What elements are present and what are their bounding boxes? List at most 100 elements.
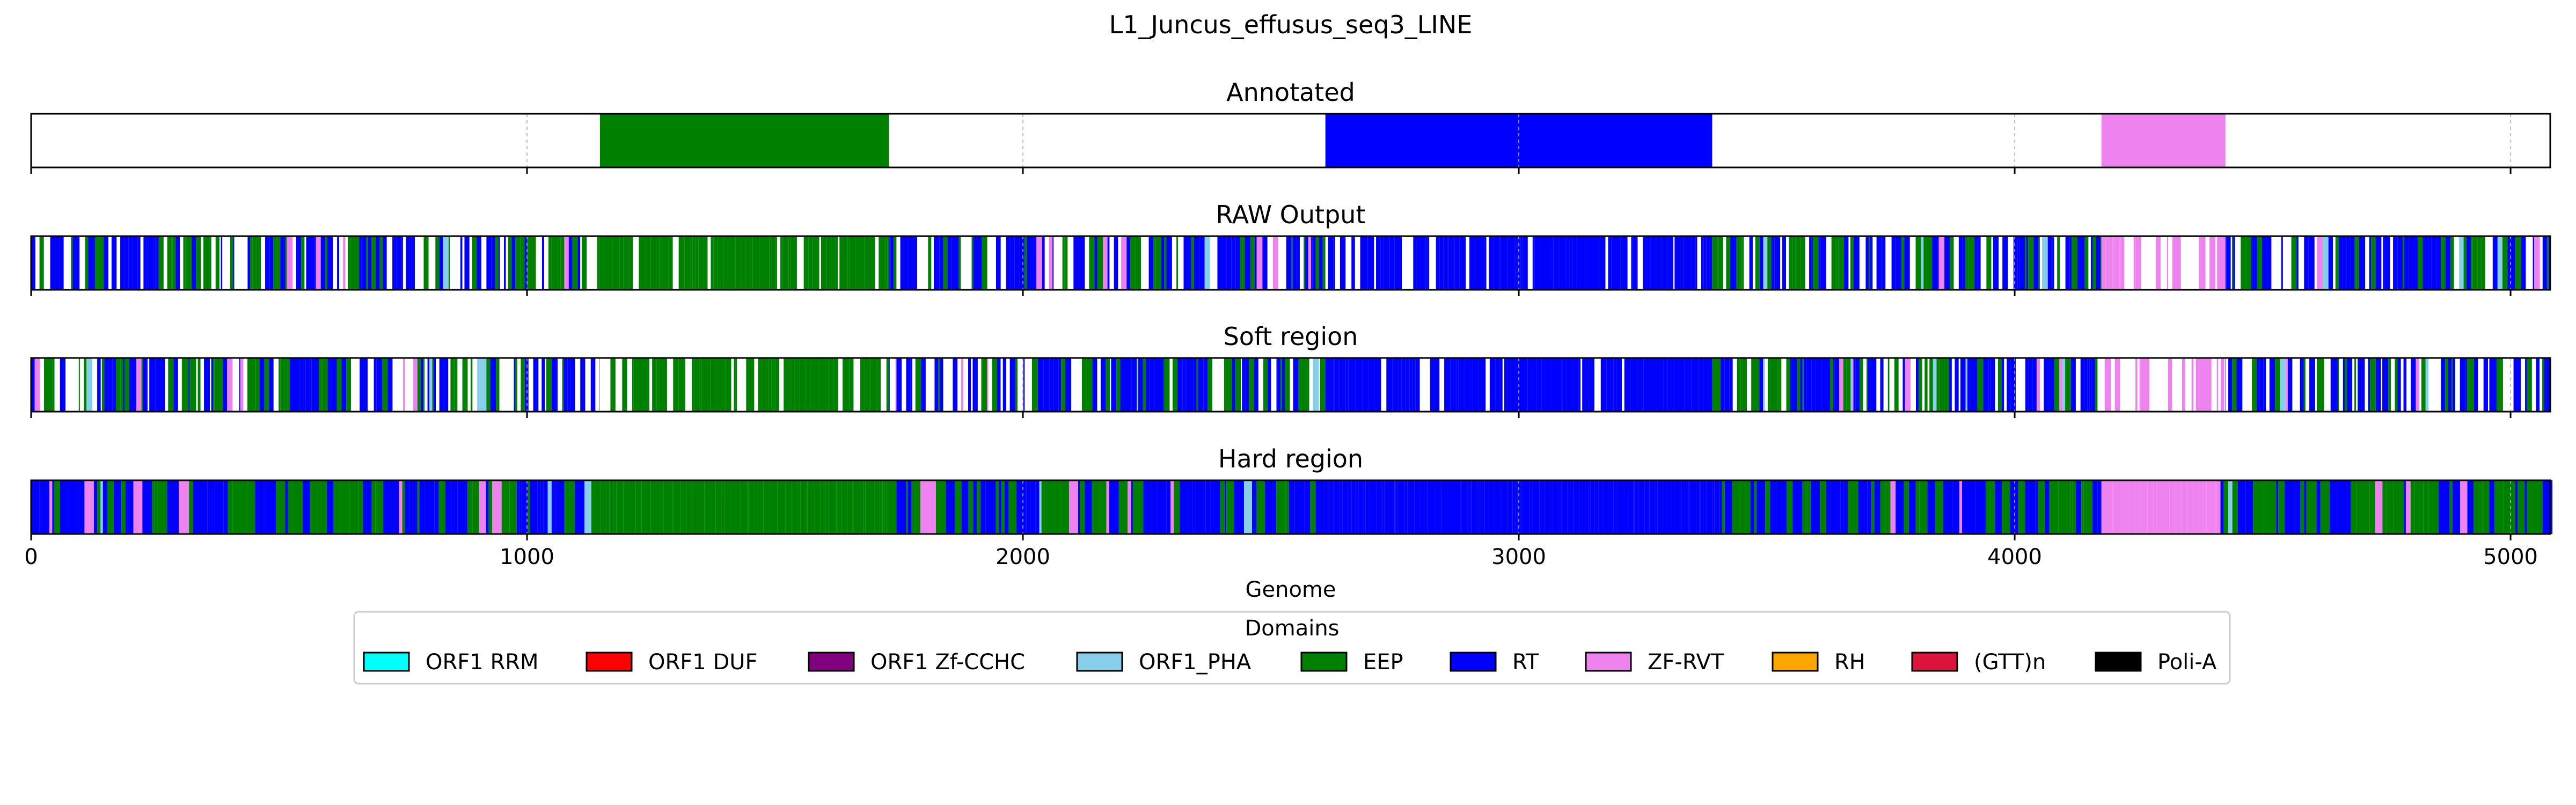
prediction-bar — [1023, 358, 1025, 412]
segment-bar — [1441, 480, 1448, 534]
prediction-bar — [189, 358, 191, 412]
prediction-bar — [933, 236, 940, 290]
prediction-bar — [141, 358, 143, 412]
prediction-bar — [1121, 236, 1127, 290]
prediction-bar — [1092, 358, 1097, 412]
prediction-bar — [1782, 480, 1787, 534]
prediction-bar — [2002, 236, 2008, 290]
prediction-bar — [1904, 480, 1909, 534]
prediction-bar — [508, 236, 512, 290]
prediction-bar — [1196, 480, 1206, 534]
prediction-bar — [530, 480, 538, 534]
segment-bar — [1470, 358, 1473, 412]
segment-bar — [1613, 358, 1617, 412]
segment-bar — [1515, 480, 1518, 534]
prediction-bar — [1285, 480, 1289, 534]
prediction-bar — [2395, 358, 2398, 412]
prediction-bar — [564, 480, 566, 534]
prediction-bar — [1254, 358, 1258, 412]
prediction-bar — [417, 358, 421, 412]
prediction-bar — [360, 358, 363, 412]
prediction-bar — [223, 480, 228, 534]
prediction-bar — [1848, 358, 1851, 412]
segment-bar — [763, 480, 770, 534]
segment-bar — [628, 236, 633, 290]
prediction-bar — [137, 236, 141, 290]
prediction-bar — [1858, 480, 1868, 534]
prediction-bar — [1965, 358, 1967, 412]
prediction-bar — [1100, 480, 1107, 534]
segment-bar — [803, 236, 807, 290]
prediction-bar — [2356, 236, 2359, 290]
segment-bar — [808, 236, 813, 290]
prediction-bar — [2431, 236, 2436, 290]
prediction-bar — [423, 358, 425, 412]
segment-bar — [1338, 358, 1340, 412]
prediction-bar — [2441, 236, 2446, 290]
prediction-bar — [2527, 358, 2532, 412]
prediction-bar — [571, 236, 573, 290]
prediction-bar — [935, 480, 946, 534]
prediction-bar — [78, 480, 85, 534]
segment-bar — [1674, 236, 1680, 290]
prediction-bar — [524, 236, 528, 290]
segment-bar — [1494, 236, 1499, 290]
prediction-bar — [142, 480, 152, 534]
segment-bar — [1598, 480, 1604, 534]
segment-bar — [1714, 480, 1720, 534]
prediction-bar — [154, 480, 158, 534]
prediction-bar — [551, 480, 554, 534]
prediction-bar — [928, 236, 932, 290]
prediction-bar — [2533, 236, 2535, 290]
segment-bar — [1701, 236, 1704, 290]
prediction-bar — [1896, 480, 1904, 534]
segment-bar — [661, 358, 667, 412]
segment-bar — [2138, 480, 2141, 534]
prediction-bar — [1811, 236, 1813, 290]
prediction-bar — [429, 358, 433, 412]
prediction-bar — [371, 480, 376, 534]
prediction-bar — [570, 358, 575, 412]
segment-bar — [1427, 236, 1430, 290]
prediction-bar — [1722, 480, 1725, 534]
prediction-bar — [2489, 358, 2496, 412]
segment-bar — [1372, 480, 1377, 534]
prediction-bar — [2233, 236, 2235, 290]
prediction-bar — [1154, 358, 1160, 412]
segment-bar — [2145, 358, 2150, 412]
prediction-bar — [1852, 358, 1854, 412]
prediction-bar — [457, 480, 468, 534]
segment-bar — [690, 236, 693, 290]
segment-bar — [2114, 358, 2120, 412]
prediction-bar — [2263, 358, 2266, 412]
prediction-bar — [423, 236, 429, 290]
prediction-bar — [564, 236, 569, 290]
prediction-bar — [1137, 358, 1138, 412]
prediction-bar — [1750, 480, 1754, 534]
prediction-bar — [1843, 358, 1847, 412]
prediction-bar — [283, 236, 286, 290]
prediction-bar — [2245, 480, 2253, 534]
prediction-bar — [2001, 358, 2004, 412]
prediction-bar — [2397, 236, 2403, 290]
prediction-bar — [341, 358, 347, 412]
segment-bar — [860, 236, 865, 290]
prediction-bar — [2296, 236, 2299, 290]
figure-title: L1_Juncus_effusus_seq3_LINE — [1109, 10, 1473, 39]
prediction-bar — [1868, 358, 1871, 412]
prediction-bar — [1187, 358, 1191, 412]
segment-bar — [601, 480, 605, 534]
prediction-bar — [2258, 358, 2260, 412]
prediction-bar — [127, 480, 134, 534]
segment-bar — [1534, 236, 1540, 290]
prediction-bar — [2525, 358, 2527, 412]
prediction-bar — [1915, 480, 1920, 534]
prediction-bar — [1792, 480, 1803, 534]
segment-bar — [830, 236, 836, 290]
legend-swatch — [1076, 652, 1123, 672]
prediction-bar — [2033, 236, 2039, 290]
prediction-bar — [580, 358, 583, 412]
prediction-bar — [1153, 236, 1156, 290]
segment-bar — [1514, 358, 1521, 412]
prediction-bar — [528, 480, 530, 534]
